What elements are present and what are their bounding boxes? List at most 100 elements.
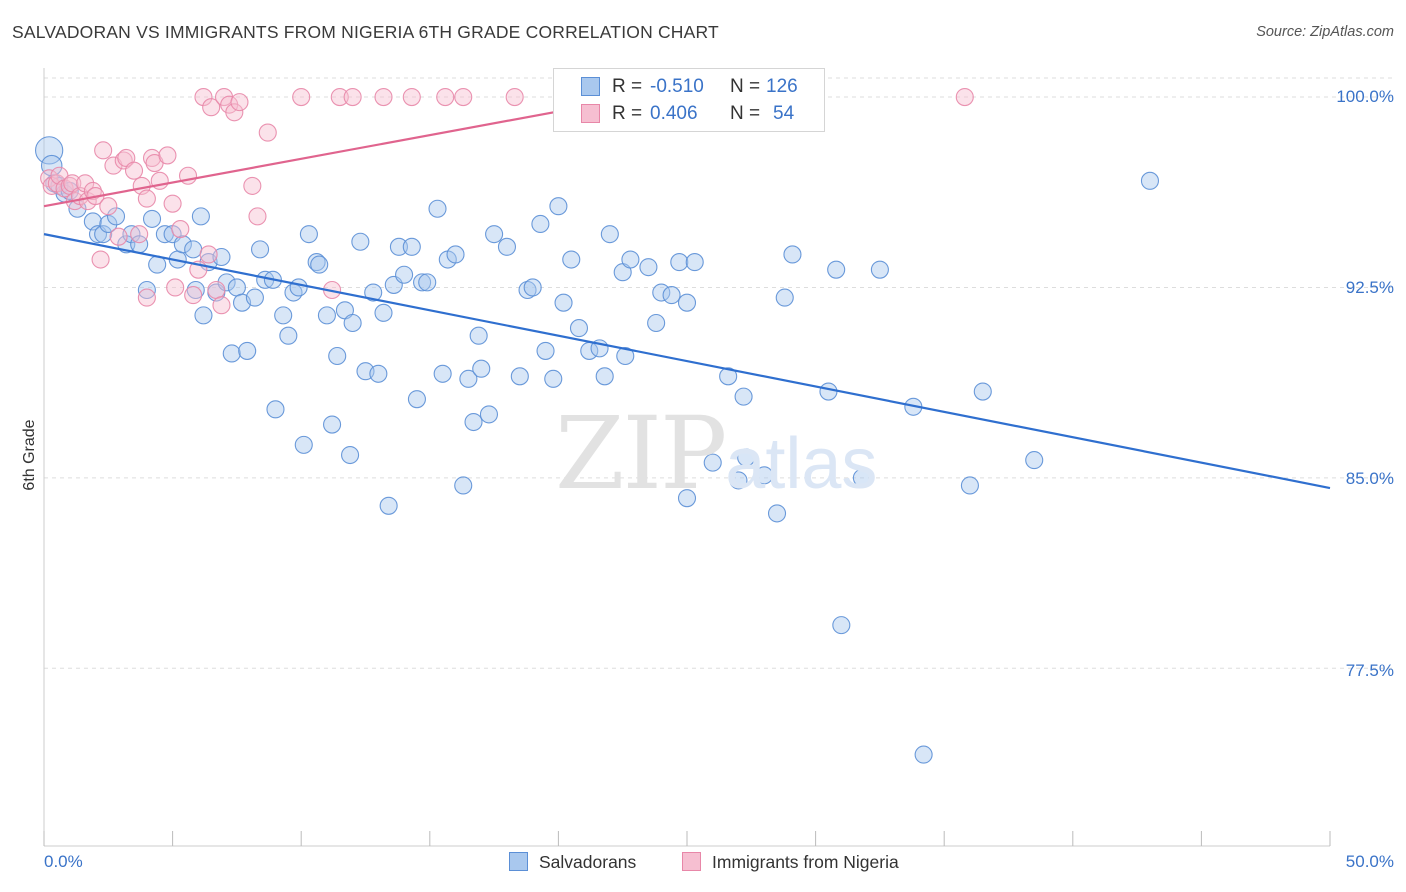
stats-box: R = -0.510 N = 126 R = 0.406 N = 54 (553, 68, 825, 132)
nigeria-point (955, 87, 974, 107)
salvadoran-point (428, 199, 447, 218)
salvadoran-point (472, 359, 491, 378)
salvadoran-point (191, 207, 210, 226)
nigeria-point (166, 278, 185, 297)
nigeria-point (436, 87, 455, 107)
salvadoran-point (827, 260, 846, 279)
r-value: -0.510 (650, 76, 704, 97)
salvadoran-point (407, 390, 426, 409)
salvadoran-point (307, 253, 326, 272)
salvadoran-point (459, 369, 478, 388)
nigeria-point (163, 194, 182, 213)
nigeria-point (374, 87, 393, 107)
salvadoran-point (99, 214, 118, 234)
r-value: 0.406 (650, 103, 698, 124)
nigeria-point (194, 87, 213, 107)
y-tick-label: 85.0% (1345, 469, 1394, 488)
nigeria-point (207, 280, 226, 300)
salvadoran-point (518, 280, 537, 300)
salvadoran-point (832, 616, 851, 635)
salvadoran-point (729, 471, 748, 490)
y-tick-label: 77.5% (1345, 661, 1394, 680)
salvadoran-point (245, 288, 264, 307)
nigeria-point (199, 245, 218, 264)
legend-label: Immigrants from Nigeria (712, 852, 899, 872)
salvadoran-point (227, 278, 246, 297)
salvadoran-point (446, 245, 465, 264)
salvadoran-point (569, 319, 589, 338)
salvadoran-point (775, 288, 794, 307)
y-tick-label: 92.5% (1345, 278, 1394, 297)
nigeria-point (171, 220, 190, 239)
salvadoran-point (652, 283, 671, 302)
salvadoran-point (510, 367, 529, 386)
salvadoran-point (549, 197, 568, 216)
salvadoran-point (662, 286, 681, 305)
salvadoran-point (554, 293, 573, 312)
salvadoran-point (464, 412, 483, 432)
salvadoran-point (960, 476, 979, 495)
salvadoran-point (719, 367, 738, 386)
salvadoran-point (289, 278, 308, 297)
salvadoran-point (266, 400, 285, 419)
salvadoran-point (544, 369, 563, 388)
salvadoran-point (523, 278, 542, 297)
nigeria-point (292, 87, 311, 107)
salvadoran-point (670, 253, 689, 272)
nigeria-point (109, 227, 128, 246)
salvadoran-point (647, 313, 666, 333)
salvadoran-point (677, 293, 697, 312)
nigeria-point (76, 174, 95, 193)
n-label: N = (730, 76, 761, 97)
nigeria-point (184, 286, 203, 305)
salvadoran-point (639, 258, 658, 277)
salvadoran-point (323, 415, 342, 434)
salvadoran-point (469, 326, 488, 345)
salvadoran-point (274, 306, 293, 325)
salvadoran-point (703, 453, 722, 472)
n-label: N = (730, 103, 761, 124)
legend-item-nigeria[interactable]: Immigrants from Nigeria (682, 852, 899, 873)
nigeria-point (212, 296, 231, 315)
salvadoran-point (106, 207, 126, 226)
salvadoran-point (870, 260, 889, 279)
salvadoran-point (767, 504, 787, 523)
salvadoran-point (600, 225, 619, 244)
salvadoran-point (402, 237, 421, 256)
salvadoran-point (137, 280, 156, 300)
salvadoran-point (479, 405, 499, 424)
stats-row-nigeria: R = 0.406 N = 54 (554, 101, 824, 127)
x-tick-label: 0.0% (44, 852, 83, 871)
n-value: 54 (773, 103, 795, 124)
nigeria-point (454, 87, 473, 107)
salvadoran-trend-line (43, 233, 1331, 490)
pink-swatch (682, 852, 701, 871)
nigeria-point (243, 176, 262, 195)
salvadoran-point (250, 240, 270, 259)
salvadoran-point (294, 435, 313, 454)
salvadoran-point (783, 245, 802, 264)
salvadoran-point (852, 468, 871, 487)
x-tick-label: 50.0% (1345, 852, 1394, 871)
salvadoran-point (418, 273, 437, 292)
salvadoran-point (217, 273, 236, 292)
salvadoran-point (379, 496, 398, 515)
salvadoran-point (94, 225, 113, 244)
salvadoran-point (173, 235, 192, 254)
salvadoran-point (369, 364, 388, 383)
nigeria-point (158, 146, 177, 165)
salvadoran-point (1025, 451, 1044, 470)
salvadoran-point (562, 250, 581, 269)
salvadoran-point (341, 445, 360, 465)
salvadoran-point (395, 265, 414, 284)
legend-item-salvadorans[interactable]: Salvadorans (509, 852, 636, 873)
salvadoran-point (351, 232, 370, 251)
y-axis-label: 6th Grade (21, 419, 38, 491)
salvadoran-point (222, 344, 241, 363)
nigeria-point (99, 197, 118, 216)
salvadoran-point (677, 489, 697, 508)
nigeria-point (225, 103, 244, 122)
nigeria-point (124, 161, 144, 180)
nigeria-point (137, 189, 156, 208)
